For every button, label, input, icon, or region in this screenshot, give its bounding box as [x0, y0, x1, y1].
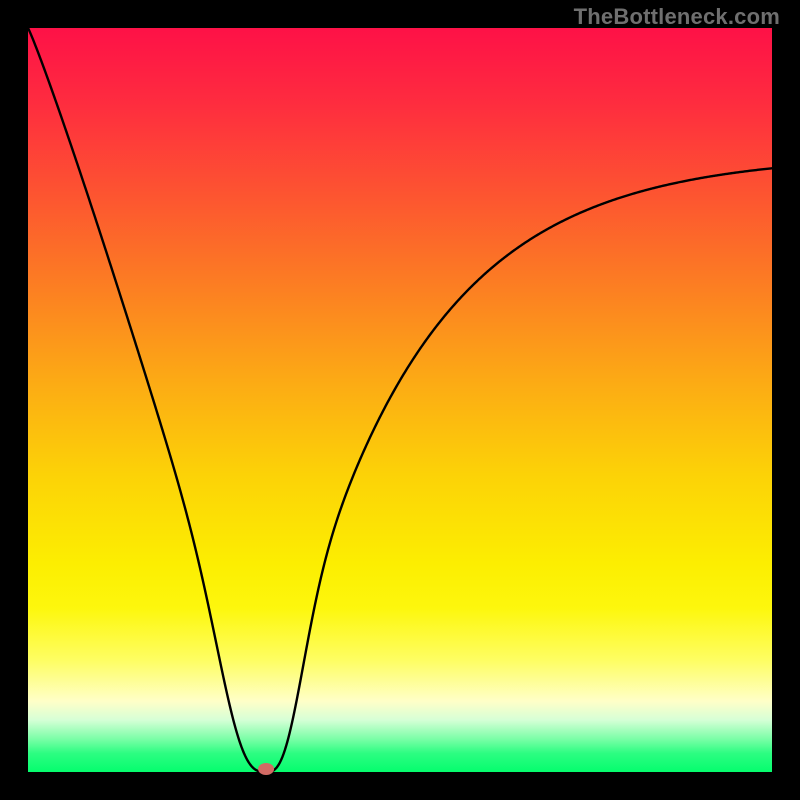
watermark-text: TheBottleneck.com	[574, 4, 780, 30]
optimum-marker	[258, 763, 274, 775]
plot-background	[28, 28, 772, 772]
chart-svg	[0, 0, 800, 800]
chart-root: TheBottleneck.com	[0, 0, 800, 800]
